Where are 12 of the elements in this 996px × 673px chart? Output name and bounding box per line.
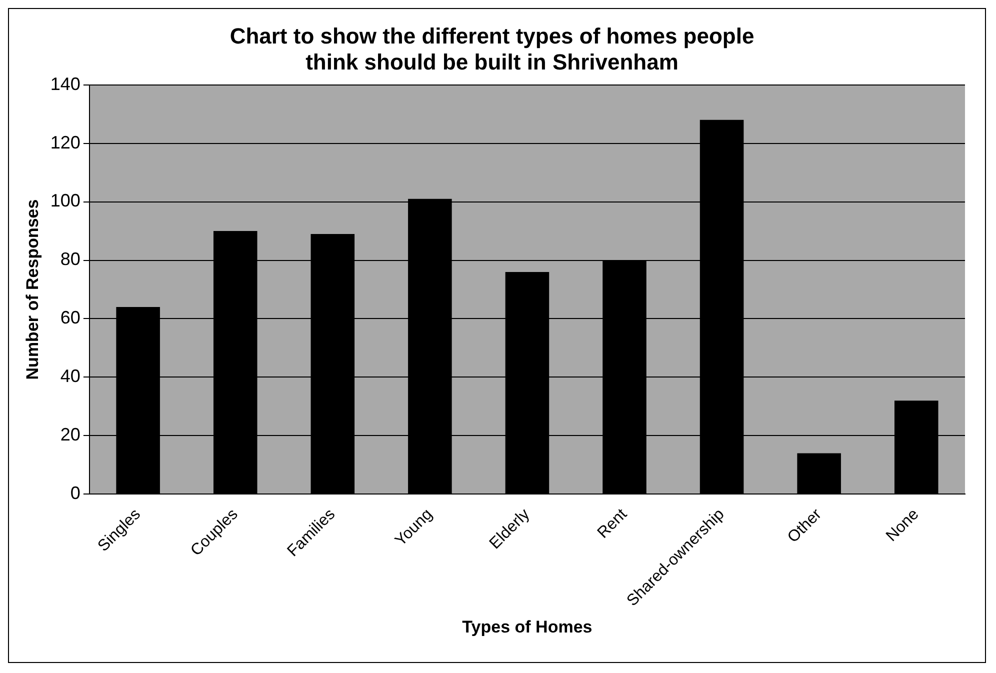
y-tick-label: 40 xyxy=(60,366,80,386)
y-axis-title: Number of Responses xyxy=(22,199,42,380)
x-axis-title: Types of Homes xyxy=(462,617,592,636)
y-tick-label: 100 xyxy=(50,190,80,211)
y-tick-label: 60 xyxy=(60,308,80,328)
y-tick-label: 120 xyxy=(50,132,80,152)
text: Chart to show the different types of homes people xyxy=(230,23,754,48)
y-tick-label: 0 xyxy=(70,483,80,504)
y-tick-label: 20 xyxy=(60,424,80,445)
text: think should be built in Shrivenham xyxy=(306,50,678,75)
y-tick-label: 140 xyxy=(50,74,80,94)
y-tick-label: 80 xyxy=(60,249,80,270)
